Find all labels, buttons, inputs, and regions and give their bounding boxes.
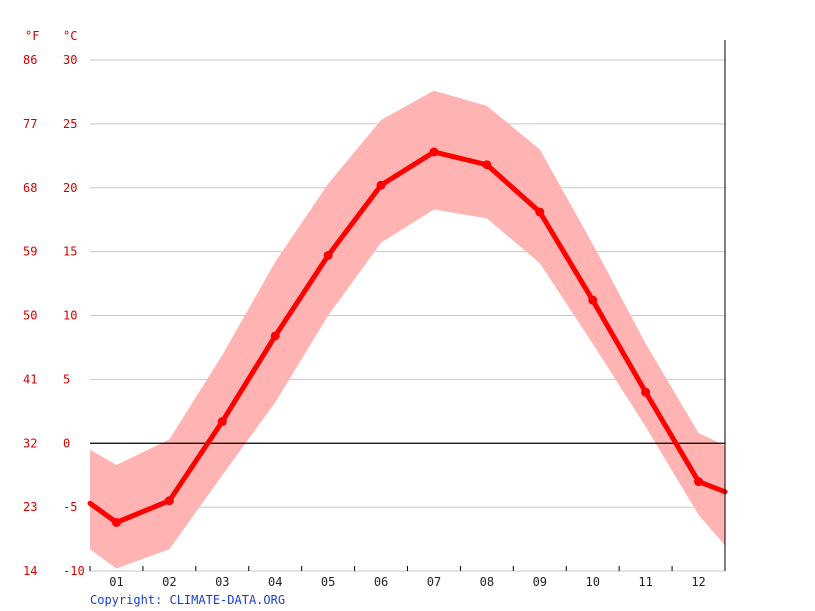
y-tick-label-fahrenheit: 77 xyxy=(23,117,37,131)
y-tick-label-celsius: -5 xyxy=(63,500,77,514)
y-tick-label-celsius: 25 xyxy=(63,117,77,131)
copyright-link[interactable]: Copyright: CLIMATE-DATA.ORG xyxy=(90,593,286,607)
tick-labels: 86 30 77 25 68 20 59 15 50 10 41 5 32 0 23 -5 14 -10 01 02 0… xyxy=(23,53,706,589)
y-tick-label-celsius: -10 xyxy=(63,564,85,578)
data-point-05 xyxy=(323,250,333,260)
min-max-range-area xyxy=(90,90,725,569)
data-point-03 xyxy=(217,417,227,427)
x-tick-label: 02 xyxy=(162,575,176,589)
celsius-unit-label: °C xyxy=(63,29,77,43)
x-tick-label: 06 xyxy=(374,575,388,589)
x-tick-label: 04 xyxy=(268,575,282,589)
y-tick-label-fahrenheit: 41 xyxy=(23,372,37,386)
y-tick-label-fahrenheit: 50 xyxy=(23,309,37,323)
y-tick-label-celsius: 20 xyxy=(63,181,77,195)
x-tick-label: 12 xyxy=(691,575,705,589)
y-tick-label-celsius: 0 xyxy=(63,436,70,450)
data-point-12 xyxy=(694,477,704,487)
data-point-06 xyxy=(376,180,386,190)
temperature-range-band xyxy=(90,90,725,569)
x-tick-label: 10 xyxy=(585,575,599,589)
x-tick-label: 01 xyxy=(109,575,123,589)
y-tick-label-fahrenheit: 14 xyxy=(23,564,37,578)
x-tick-label: 08 xyxy=(480,575,494,589)
y-tick-label-fahrenheit: 23 xyxy=(23,500,37,514)
y-tick-label-fahrenheit: 86 xyxy=(23,53,37,67)
x-tick-label: 09 xyxy=(533,575,547,589)
data-point-07 xyxy=(429,147,439,157)
y-tick-label-celsius: 15 xyxy=(63,245,77,259)
fahrenheit-unit-label: °F xyxy=(25,29,39,43)
y-tick-label-fahrenheit: 32 xyxy=(23,436,37,450)
axes xyxy=(89,40,726,571)
data-point-10 xyxy=(588,295,598,305)
y-tick-label-fahrenheit: 68 xyxy=(23,181,37,195)
x-tick-label: 05 xyxy=(321,575,335,589)
average-temperature-line xyxy=(87,149,728,525)
data-point-01 xyxy=(111,517,121,527)
average-temperature-series xyxy=(87,147,728,527)
x-tick-label: 03 xyxy=(215,575,229,589)
x-tick-label: 07 xyxy=(427,575,441,589)
y-tick-label-celsius: 30 xyxy=(63,53,77,67)
data-point-08 xyxy=(482,160,492,170)
x-tick-label: 11 xyxy=(638,575,652,589)
y-tick-label-celsius: 5 xyxy=(63,372,70,386)
data-point-09 xyxy=(535,207,545,217)
y-tick-label-fahrenheit: 59 xyxy=(23,245,37,259)
data-point-11 xyxy=(641,387,651,397)
data-point-04 xyxy=(270,331,280,341)
y-tick-label-celsius: 10 xyxy=(63,309,77,323)
data-point-02 xyxy=(164,496,174,506)
